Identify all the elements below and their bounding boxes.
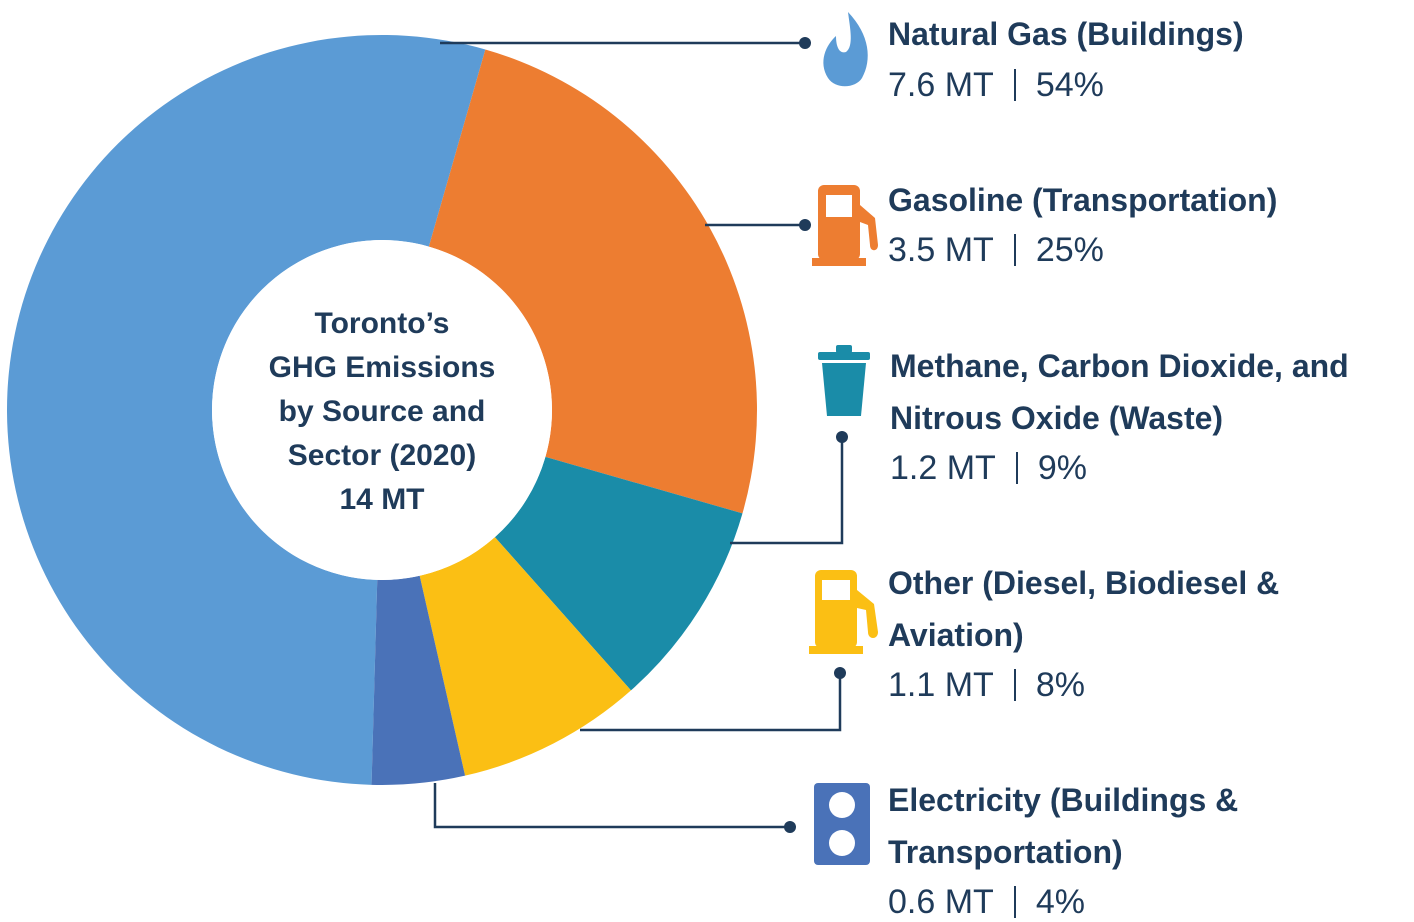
amount-label: 1.1 MT — [888, 666, 994, 704]
value-row: 0.6 MT 4% — [888, 880, 1085, 922]
trash-icon — [818, 345, 870, 416]
donut-hole — [212, 240, 552, 580]
leader-line — [580, 673, 842, 732]
amount-label: 0.6 MT — [888, 883, 994, 921]
category-label: Electricity (Buildings & Transportation) — [888, 782, 1239, 870]
leader-line — [433, 783, 790, 829]
category-label: Methane, Carbon Dioxide, and Nitrous Oxi… — [890, 348, 1349, 436]
value-row: 3.5 MT 25% — [888, 228, 1104, 272]
percent-label: 9% — [1037, 449, 1087, 487]
leader-dot — [834, 667, 846, 679]
outlet-icon — [814, 783, 870, 865]
gas-pump-icon — [812, 185, 878, 266]
percent-label: 8% — [1035, 666, 1085, 704]
percent-label: 25% — [1035, 231, 1104, 269]
amount-label: 7.6 MT — [888, 66, 994, 104]
center-total: 14 MT — [339, 483, 424, 516]
value-row: 1.2 MT 9% — [890, 446, 1087, 490]
value-row: 1.1 MT 8% — [888, 663, 1085, 707]
slice — [419, 537, 631, 776]
category-label: Other (Diesel, Biodiesel & Aviation) — [888, 565, 1280, 653]
diesel-pump-icon — [809, 570, 878, 654]
leader-dot — [836, 431, 848, 443]
center-text: Toronto’s — [315, 307, 450, 340]
amount-label: 3.5 MT — [888, 231, 994, 269]
separator — [1013, 69, 1016, 101]
flame-icon — [823, 12, 868, 87]
separator — [1015, 452, 1018, 484]
leader-dot — [799, 37, 811, 49]
leader-dot — [784, 821, 796, 833]
slice — [371, 575, 466, 785]
percent-label: 4% — [1035, 883, 1085, 921]
center-text: Sector (2020) — [288, 439, 476, 472]
category-label: Natural Gas (Buildings) — [888, 16, 1244, 52]
slice — [494, 456, 743, 691]
center-text: by Source and — [279, 395, 486, 428]
percent-label: 54% — [1035, 66, 1104, 104]
slice — [7, 35, 486, 785]
center-text: GHG Emissions — [269, 351, 496, 384]
separator — [1013, 886, 1016, 918]
amount-label: 1.2 MT — [890, 449, 996, 487]
slice — [428, 49, 757, 514]
value-row: 7.6 MT 54% — [888, 63, 1104, 107]
leader-line — [730, 437, 844, 545]
separator — [1013, 234, 1016, 266]
icons — [809, 12, 878, 865]
category-label: Gasoline (Transportation) — [888, 182, 1278, 218]
separator — [1013, 669, 1016, 701]
leader-dot — [799, 219, 811, 231]
